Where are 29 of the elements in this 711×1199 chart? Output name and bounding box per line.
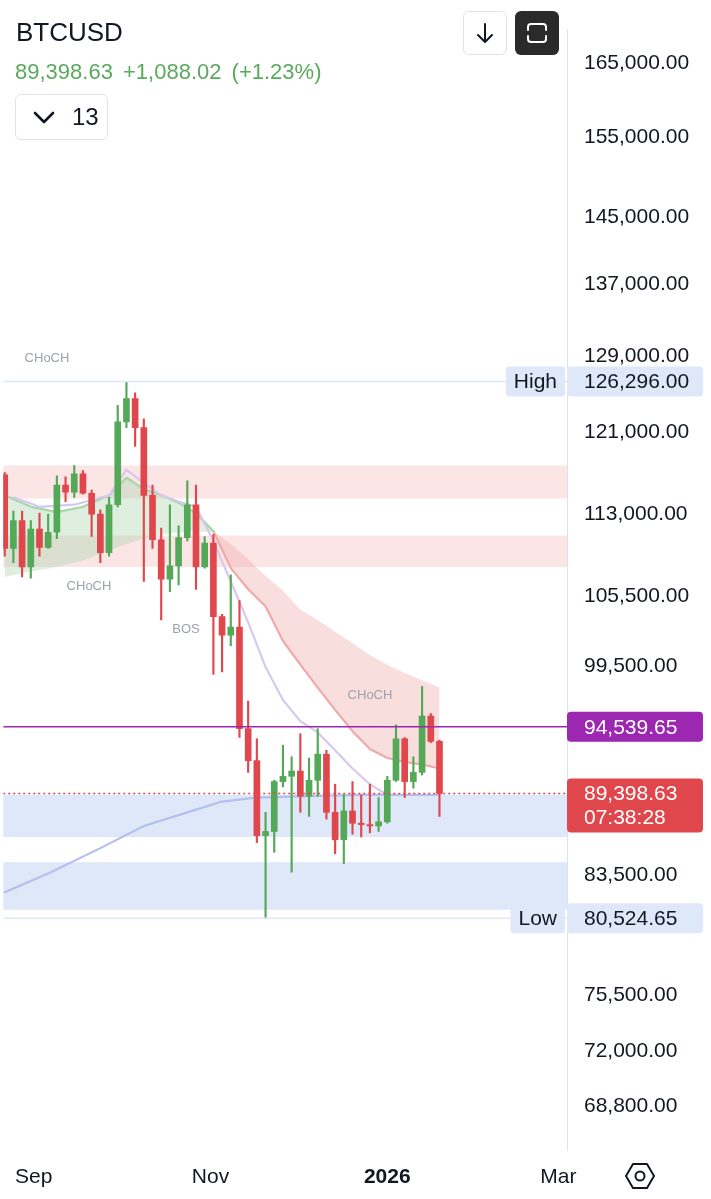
annotation: BOS [172, 620, 200, 636]
x-tick-label: 2026 [363, 1164, 411, 1188]
x-tick-label: Sep [15, 1164, 53, 1188]
y-tick-label: 145,000.00 [584, 203, 690, 227]
y-tick-label: 113,000.00 [584, 500, 688, 524]
y-tick-label: 68,800.00 [584, 1092, 678, 1116]
y-tick-label: 121,000.00 [584, 419, 690, 443]
y-tick-label: 155,000.00 [584, 124, 690, 148]
y-tick-label: 99,500.00 [584, 652, 678, 676]
dropdown-button: 13 [15, 94, 108, 140]
ref-line-label: 89,398.63 07:38:28 [584, 781, 678, 829]
y-tick-label: 72,000.00 [584, 1038, 678, 1062]
y-tick-label: 137,000.00 [584, 271, 690, 295]
text: 89,398.63 +1,088.02 (+1.23%) [15, 58, 322, 86]
text: High 126,296.00 [513, 369, 690, 393]
ref-line-label: 94,539.65 [584, 714, 678, 738]
x-tick-label: Nov [191, 1164, 230, 1188]
annotation: CHoCH [24, 349, 70, 365]
annotation: 13 [72, 103, 99, 131]
y-tick-label: 105,500.00 [584, 582, 690, 606]
chart-title: BTCUSD [16, 16, 123, 48]
y-tick-label: 129,000.00 [584, 343, 690, 367]
annotation: CHoCH [347, 686, 393, 702]
y-tick-label: 165,000.00 [584, 49, 690, 73]
x-tick-label: Mar [540, 1164, 577, 1188]
y-tick-label: 75,500.00 [584, 981, 678, 1005]
text: Low 80,524.65 [518, 906, 678, 930]
y-tick-label: 83,500.00 [584, 861, 678, 885]
annotation: CHoCH [66, 577, 112, 593]
